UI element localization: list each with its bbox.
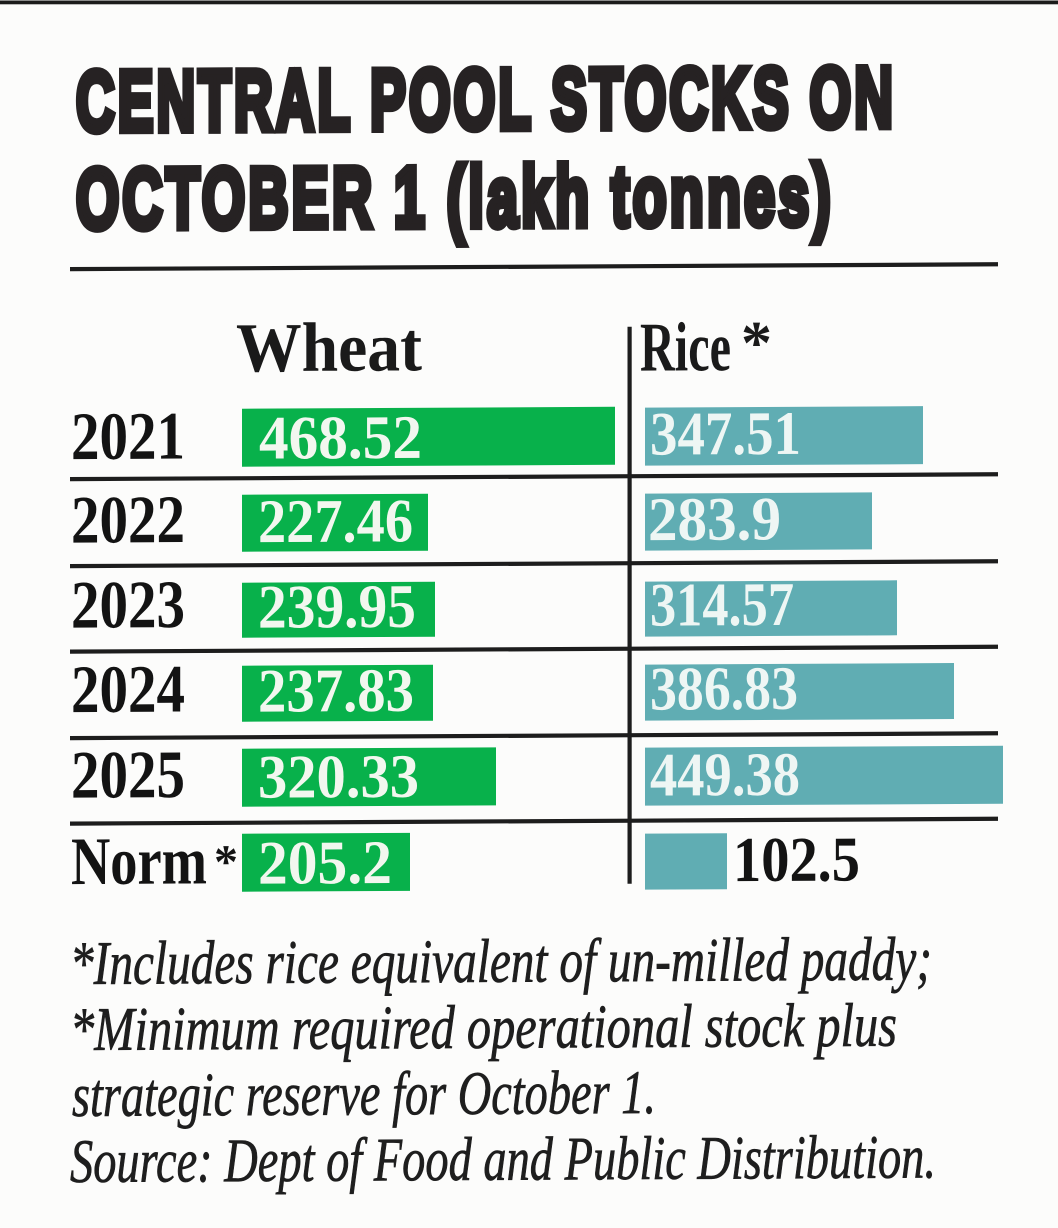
svg-text:Wheat: Wheat [236,309,422,387]
svg-text:2021: 2021 [71,398,185,475]
svg-text:283.9: 283.9 [648,485,781,554]
svg-text:386.83: 386.83 [650,655,798,724]
svg-text:*: * [214,836,238,889]
svg-text:320.33: 320.33 [258,743,419,812]
svg-text:468.52: 468.52 [259,404,422,473]
svg-text:*Minimum required operational: *Minimum required operational stock plus [70,992,897,1064]
svg-text:227.46: 227.46 [258,487,413,556]
svg-text:237.83: 237.83 [258,657,414,726]
svg-text:*Includes rice equivalent of u: *Includes rice equivalent of un-milled p… [70,926,932,999]
svg-text:Rice: Rice [640,309,731,386]
svg-text:strategic reserve for October: strategic reserve for October 1. [72,1059,656,1130]
svg-text:205.2: 205.2 [258,829,392,898]
svg-text:2024: 2024 [71,651,185,728]
svg-text:2025: 2025 [71,736,185,813]
svg-text:2023: 2023 [71,566,185,643]
svg-text:CENTRAL POOL STOCKS ON: CENTRAL POOL STOCKS ON [76,49,896,150]
svg-text:Norm: Norm [71,822,207,899]
svg-text:314.57: 314.57 [650,571,794,640]
svg-text:347.51: 347.51 [650,400,801,469]
svg-text:239.95: 239.95 [258,573,416,642]
svg-text:449.38: 449.38 [650,741,800,810]
svg-text:2022: 2022 [71,481,185,558]
svg-text:*: * [741,309,772,377]
svg-text:Source: Dept of Food and Publi: Source: Dept of Food and Public Distribu… [70,1123,936,1196]
svg-text:OCTOBER 1 (lakh tonnes): OCTOBER 1 (lakh tonnes) [76,147,834,247]
svg-text:102.5: 102.5 [733,823,860,895]
